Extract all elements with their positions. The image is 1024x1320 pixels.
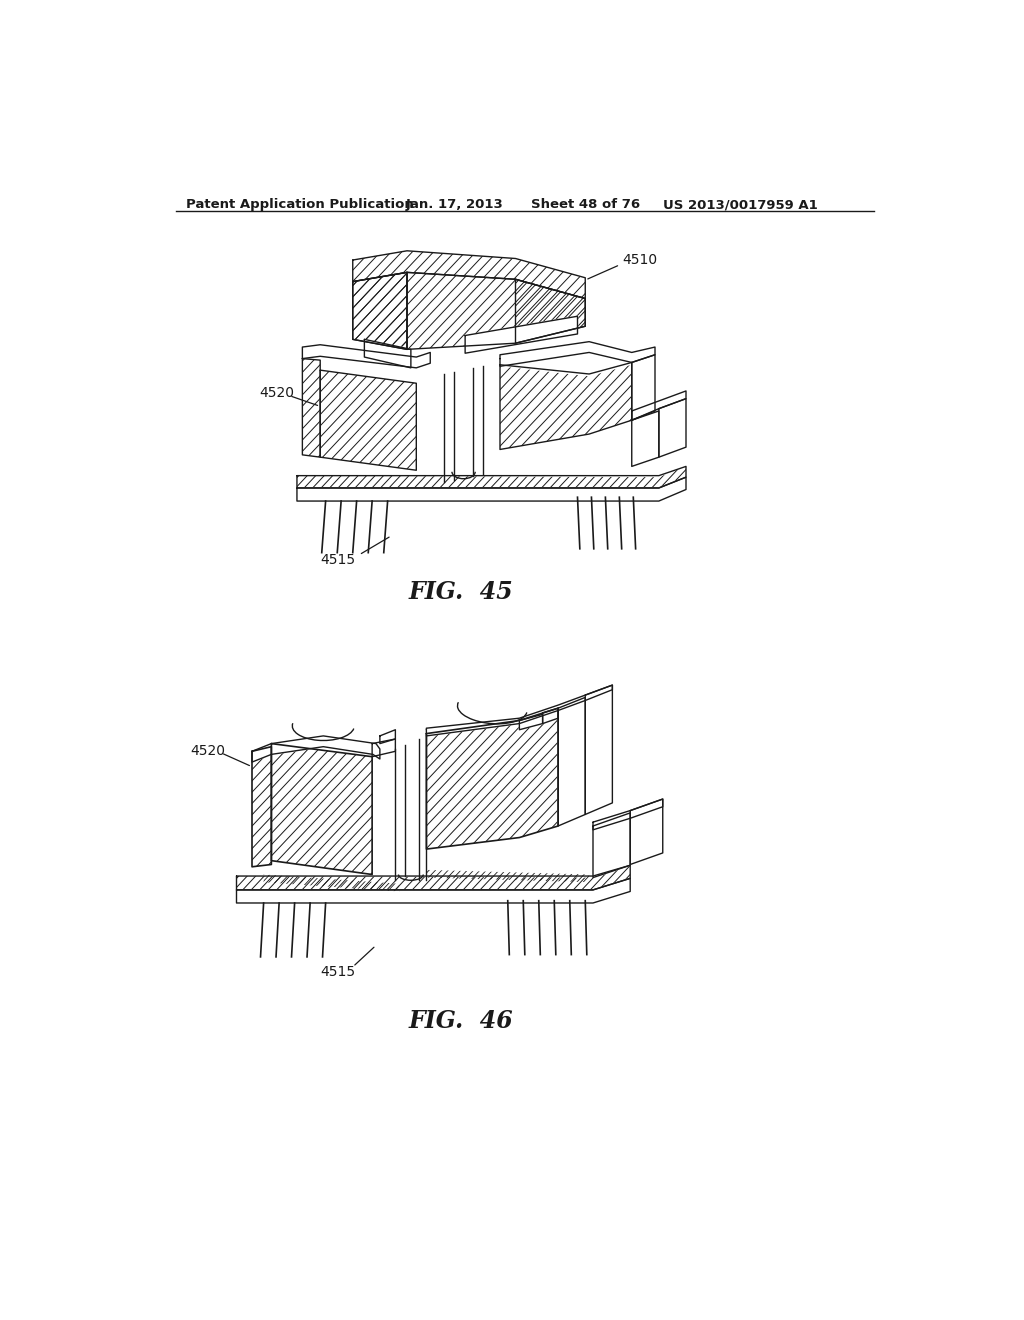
Polygon shape xyxy=(302,359,321,457)
Polygon shape xyxy=(632,391,686,420)
Polygon shape xyxy=(632,411,658,466)
Text: Jan. 17, 2013: Jan. 17, 2013 xyxy=(406,198,503,211)
Polygon shape xyxy=(372,739,395,756)
Polygon shape xyxy=(302,345,430,368)
Polygon shape xyxy=(321,370,417,470)
Text: US 2013/0017959 A1: US 2013/0017959 A1 xyxy=(663,198,817,211)
Polygon shape xyxy=(263,875,399,891)
Polygon shape xyxy=(586,685,612,814)
Text: 4520: 4520 xyxy=(260,387,295,400)
Polygon shape xyxy=(630,799,663,865)
Polygon shape xyxy=(519,714,543,730)
Polygon shape xyxy=(297,478,686,502)
Polygon shape xyxy=(237,878,630,903)
Polygon shape xyxy=(297,466,686,488)
Polygon shape xyxy=(558,697,586,826)
Polygon shape xyxy=(426,708,558,849)
Polygon shape xyxy=(252,737,380,762)
Text: Sheet 48 of 76: Sheet 48 of 76 xyxy=(531,198,640,211)
Polygon shape xyxy=(500,342,655,367)
Polygon shape xyxy=(658,399,686,457)
Polygon shape xyxy=(632,355,655,420)
Polygon shape xyxy=(380,730,395,743)
Polygon shape xyxy=(426,870,589,882)
Polygon shape xyxy=(407,272,586,350)
Polygon shape xyxy=(426,685,612,737)
Text: Patent Application Publication: Patent Application Publication xyxy=(186,198,414,211)
Text: 4515: 4515 xyxy=(321,965,355,979)
Polygon shape xyxy=(252,747,271,867)
Polygon shape xyxy=(593,799,663,830)
Polygon shape xyxy=(271,743,372,875)
Polygon shape xyxy=(352,272,407,350)
Polygon shape xyxy=(352,251,586,298)
Polygon shape xyxy=(593,813,630,878)
Text: FIG.  45: FIG. 45 xyxy=(409,579,514,605)
Polygon shape xyxy=(365,339,411,368)
Polygon shape xyxy=(515,280,586,343)
Text: 4520: 4520 xyxy=(190,744,225,758)
Polygon shape xyxy=(543,708,558,723)
Text: FIG.  46: FIG. 46 xyxy=(409,1008,514,1032)
Polygon shape xyxy=(465,317,578,354)
Text: 4515: 4515 xyxy=(321,553,355,568)
Polygon shape xyxy=(500,364,632,449)
Polygon shape xyxy=(237,866,630,890)
Text: 4510: 4510 xyxy=(623,253,657,267)
Polygon shape xyxy=(352,272,407,350)
